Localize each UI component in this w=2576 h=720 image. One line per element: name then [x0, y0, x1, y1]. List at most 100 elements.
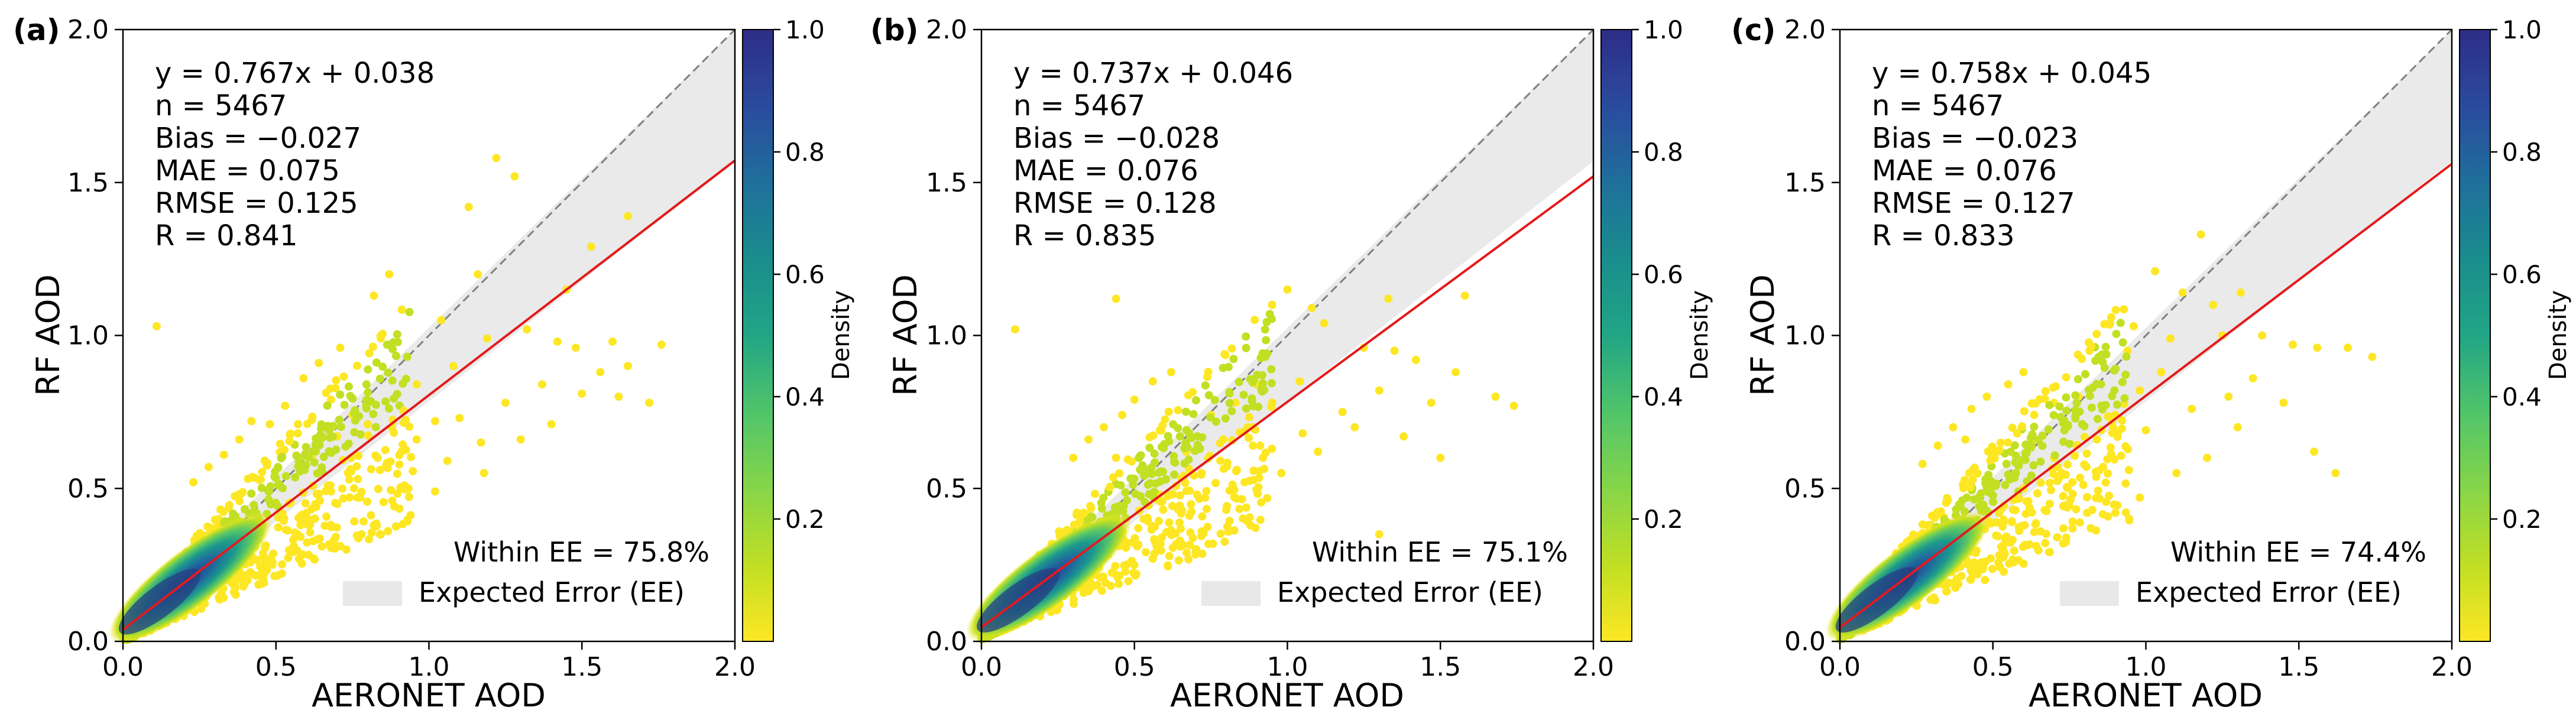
- density-point: [346, 467, 355, 476]
- x-tick-label: 1.5: [561, 652, 602, 682]
- density-point: [372, 358, 381, 367]
- density-point: [308, 413, 317, 421]
- density-point: [2124, 445, 2133, 453]
- y-tick-label: 1.5: [926, 168, 967, 198]
- density-point: [2045, 401, 2054, 410]
- scatter-point: [1118, 411, 1127, 420]
- density-point: [1219, 364, 1227, 372]
- density-point: [2009, 470, 2018, 479]
- density-point: [1994, 559, 2003, 567]
- legend-ee-label: Expected Error (EE): [2136, 576, 2402, 608]
- density-point: [2038, 431, 2047, 440]
- density-point: [404, 492, 413, 501]
- stats-line: n = 5467: [1013, 89, 1145, 122]
- colorbar-tick-label: 0.8: [1644, 138, 1683, 167]
- x-tick-label: 0.5: [1114, 652, 1155, 682]
- y-tick-label: 0.0: [926, 627, 967, 657]
- density-point: [1249, 402, 1258, 411]
- density-point: [1268, 445, 1276, 453]
- scatter-point: [430, 487, 439, 496]
- density-point: [278, 452, 287, 461]
- density-point: [1229, 355, 1238, 364]
- y-tick-label: 1.5: [1784, 168, 1826, 198]
- density-point: [1087, 512, 1096, 521]
- density-point: [2062, 538, 2070, 547]
- scatter-point: [2279, 398, 2288, 407]
- density-point: [1136, 465, 1145, 474]
- density-point: [1258, 371, 1266, 380]
- density-point: [1952, 575, 1961, 583]
- density-point: [1079, 508, 1088, 517]
- colorbar-tick-label: 0.2: [785, 505, 825, 534]
- density-point: [2059, 419, 2068, 427]
- density-point: [2013, 429, 2021, 438]
- density-point: [1249, 441, 1258, 450]
- scatter-point: [464, 203, 473, 212]
- density-point: [354, 452, 363, 460]
- scatter-point: [1918, 459, 1927, 468]
- scatter-point: [235, 435, 244, 444]
- stats-line: RMSE = 0.128: [1013, 187, 1217, 220]
- scatter-point: [1148, 377, 1157, 386]
- density-point: [2062, 483, 2071, 492]
- density-point: [235, 497, 244, 505]
- density-point: [284, 553, 293, 562]
- density-point: [2027, 443, 2036, 452]
- density-point: [1970, 558, 1979, 567]
- density-point: [1930, 513, 1939, 522]
- x-tick-label: 1.0: [409, 652, 450, 682]
- density-point: [376, 530, 385, 539]
- density-point: [2059, 492, 2068, 501]
- density-point: [2007, 517, 2016, 526]
- density-point: [400, 485, 409, 494]
- x-tick-label: 1.5: [1420, 652, 1461, 682]
- density-point: [1106, 582, 1115, 591]
- colorbar-tick-label: 0.6: [1644, 260, 1683, 289]
- density-point: [2025, 540, 2034, 549]
- density-point: [2116, 319, 2125, 327]
- density-point: [1261, 325, 1269, 334]
- density-point: [296, 521, 305, 530]
- density-point: [409, 467, 417, 476]
- density-point: [1134, 524, 1143, 533]
- scatter-point: [443, 456, 452, 465]
- scatter-point: [364, 420, 372, 429]
- legend: Within EE = 75.8% Expected Error (EE): [343, 536, 709, 608]
- scatter-point: [614, 393, 623, 401]
- density-point: [384, 368, 393, 377]
- scatter-point: [1167, 368, 1175, 377]
- density-point: [1151, 458, 1159, 467]
- scatter-point: [1314, 447, 1323, 456]
- density-point: [2063, 460, 2072, 469]
- density-point: [2031, 519, 2040, 528]
- density-point: [1936, 507, 1945, 516]
- density-point: [1256, 441, 1265, 450]
- scatter-point: [385, 270, 394, 278]
- scatter-point: [657, 340, 666, 349]
- density-point: [277, 569, 286, 578]
- density-point: [365, 535, 374, 544]
- density-point: [323, 421, 332, 430]
- density-point: [323, 401, 332, 410]
- density-point: [329, 541, 338, 550]
- density-point: [2095, 494, 2104, 503]
- density-point: [356, 430, 365, 439]
- x-tick-label: 0.5: [255, 652, 297, 682]
- density-point: [373, 453, 382, 462]
- density-point: [1227, 407, 1236, 416]
- density-point: [1211, 479, 1220, 488]
- density-point: [2081, 370, 2090, 379]
- x-tick-label: 1.0: [2125, 652, 2167, 682]
- scatter-point: [281, 401, 290, 410]
- density-point: [390, 502, 398, 511]
- density-point: [1203, 372, 1212, 381]
- density-point: [391, 522, 400, 531]
- density-point: [1132, 570, 1141, 579]
- density-point: [1174, 556, 1183, 565]
- density-point: [1221, 414, 1230, 423]
- density-point: [1239, 390, 1248, 399]
- density-point: [1187, 500, 1195, 508]
- density-point: [1130, 534, 1139, 543]
- density-point: [2030, 410, 2039, 419]
- stats-line: y = 0.758x + 0.045: [1872, 57, 2151, 90]
